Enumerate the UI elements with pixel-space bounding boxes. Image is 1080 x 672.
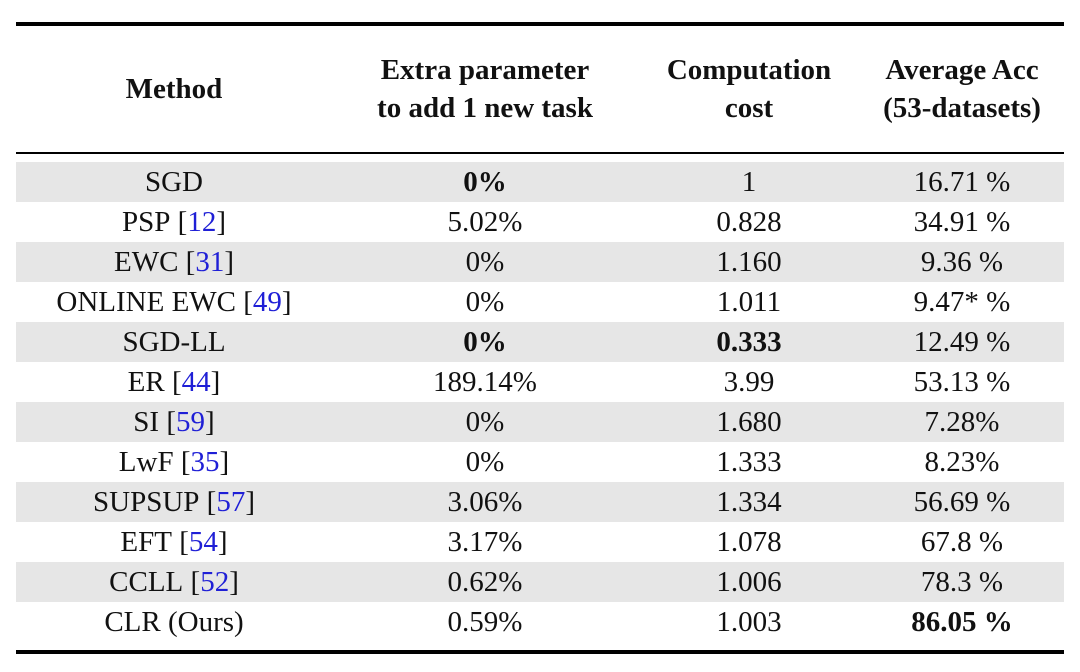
method-name: SGD	[144, 165, 203, 198]
table-top-rule	[16, 22, 1064, 26]
average-acc-cell: 78.3 %	[920, 565, 1004, 598]
table-row: EFT [54] 3.17% 1.078 67.8 %	[16, 522, 1064, 562]
method-name: SUPSUP	[93, 485, 200, 518]
computation-cost-cell: 0.828	[716, 205, 782, 238]
table-row: EWC [31] 0% 1.160 9.36 %	[16, 242, 1064, 282]
computation-cost-cell: 1.680	[716, 405, 782, 438]
method-name: SI	[133, 405, 160, 438]
method-cell: ER [44]	[127, 365, 221, 398]
method-cell: SUPSUP [57]	[93, 485, 255, 518]
computation-cost-cell: 1.078	[716, 525, 782, 558]
average-acc-cell: 86.05 %	[911, 605, 1013, 638]
method-name: CCLL	[109, 565, 184, 598]
average-acc-cell: 8.23%	[924, 445, 1000, 478]
header-computation-cost-line2: cost	[724, 92, 774, 124]
computation-cost-cell: 1.333	[716, 445, 782, 478]
extra-parameter-cell: 0.62%	[447, 565, 523, 598]
method-cell: SGD	[16, 162, 332, 202]
header-extra-parameter-line1: Extra parameter	[380, 54, 590, 86]
computation-cost-cell: 3.99	[723, 365, 775, 398]
method-name: EWC	[113, 245, 179, 278]
citation-link[interactable]: 12	[187, 205, 217, 238]
computation-cost-cell: 1.011	[716, 285, 782, 318]
extra-parameter-cell: 0%	[465, 405, 505, 438]
method-name: LwF	[118, 445, 174, 478]
method-cell: EWC [31]	[113, 245, 235, 278]
computation-cost-cell: 1.334	[716, 485, 782, 518]
citation-link[interactable]: 57	[216, 485, 246, 518]
average-acc-cell: 9.47* %	[913, 285, 1011, 318]
table-row: CCLL [52] 0.62% 1.006 78.3 %	[16, 562, 1064, 602]
header-extra-parameter-line2: to add 1 new task	[377, 92, 593, 124]
table-bottom-rule	[16, 650, 1064, 654]
extra-parameter-cell: 3.17%	[447, 525, 523, 558]
header-computation-cost-line1: Computation	[666, 54, 832, 86]
computation-cost-cell: 1.003	[716, 605, 782, 638]
extra-parameter-cell: 5.02%	[447, 205, 523, 238]
method-cell: SGD-LL	[16, 322, 332, 362]
extra-parameter-cell: 0%	[463, 325, 507, 358]
method-cell: PSP [12]	[122, 205, 226, 238]
extra-parameter-cell: 0%	[463, 165, 507, 198]
citation-link[interactable]: 52	[200, 565, 230, 598]
header-average-acc-line1: Average Acc	[885, 54, 1039, 86]
average-acc-cell: 12.49 %	[913, 325, 1011, 358]
method-cell: SI [59]	[133, 405, 215, 438]
extra-parameter-cell: 0%	[465, 285, 505, 318]
table-row: SUPSUP [57] 3.06% 1.334 56.69 %	[16, 482, 1064, 522]
header-computation-cost: Computation cost	[638, 26, 860, 152]
table-row: LwF [35] 0% 1.333 8.23%	[16, 442, 1064, 482]
computation-cost-cell: 1	[741, 165, 757, 198]
extra-parameter-cell: 189.14%	[433, 365, 537, 398]
extra-parameter-cell: 0%	[465, 245, 505, 278]
extra-parameter-cell: 3.06%	[447, 485, 523, 518]
method-name: CLR (Ours)	[104, 605, 244, 638]
method-cell: ONLINE EWC [49]	[56, 285, 292, 318]
computation-cost-cell: 0.333	[716, 325, 782, 358]
table-header-rule	[16, 152, 1064, 154]
header-average-acc-line2: (53-datasets)	[883, 92, 1041, 124]
table-row: SGD-LL 0% 0.333 12.49 %	[16, 322, 1064, 362]
header-method: Method	[16, 26, 332, 152]
method-cell: CLR (Ours)	[16, 602, 332, 642]
extra-parameter-cell: 0.59%	[447, 605, 523, 638]
average-acc-cell: 9.36 %	[920, 245, 1004, 278]
citation-link[interactable]: 31	[195, 245, 225, 278]
method-name: EFT	[120, 525, 172, 558]
method-name: SGD-LL	[122, 325, 226, 358]
table-row: SGD 0% 1 16.71 %	[16, 162, 1064, 202]
method-cell: EFT [54]	[120, 525, 228, 558]
method-name: PSP	[122, 205, 171, 238]
citation-link[interactable]: 35	[190, 445, 220, 478]
computation-cost-cell: 1.006	[716, 565, 782, 598]
table-header: Method Extra parameter to add 1 new task…	[16, 26, 1064, 152]
method-name: ER	[127, 365, 165, 398]
table-row: PSP [12] 5.02% 0.828 34.91 %	[16, 202, 1064, 242]
citation-link[interactable]: 44	[181, 365, 211, 398]
header-extra-parameter: Extra parameter to add 1 new task	[332, 26, 638, 152]
table-row: CLR (Ours) 0.59% 1.003 86.05 %	[16, 602, 1064, 642]
table-body: SGD 0% 1 16.71 % PSP [12] 5.02% 0.828 34.91 % EW…	[16, 162, 1064, 642]
table-row: SI [59] 0% 1.680 7.28%	[16, 402, 1064, 442]
computation-cost-cell: 1.160	[716, 245, 782, 278]
method-cell: LwF [35]	[118, 445, 230, 478]
citation-link[interactable]: 49	[252, 285, 282, 318]
method-cell: CCLL [52]	[109, 565, 239, 598]
table-row: ER [44] 189.14% 3.99 53.13 %	[16, 362, 1064, 402]
extra-parameter-cell: 0%	[465, 445, 505, 478]
citation-link[interactable]: 59	[176, 405, 206, 438]
citation-link[interactable]: 54	[188, 525, 218, 558]
average-acc-cell: 7.28%	[924, 405, 1000, 438]
average-acc-cell: 16.71 %	[913, 165, 1011, 198]
method-name: ONLINE EWC	[56, 285, 236, 318]
table-row: ONLINE EWC [49] 0% 1.011 9.47* %	[16, 282, 1064, 322]
average-acc-cell: 56.69 %	[913, 485, 1011, 518]
average-acc-cell: 53.13 %	[913, 365, 1011, 398]
header-average-acc: Average Acc (53-datasets)	[860, 26, 1064, 152]
header-method-label: Method	[125, 73, 223, 105]
average-acc-cell: 34.91 %	[913, 205, 1011, 238]
average-acc-cell: 67.8 %	[920, 525, 1004, 558]
